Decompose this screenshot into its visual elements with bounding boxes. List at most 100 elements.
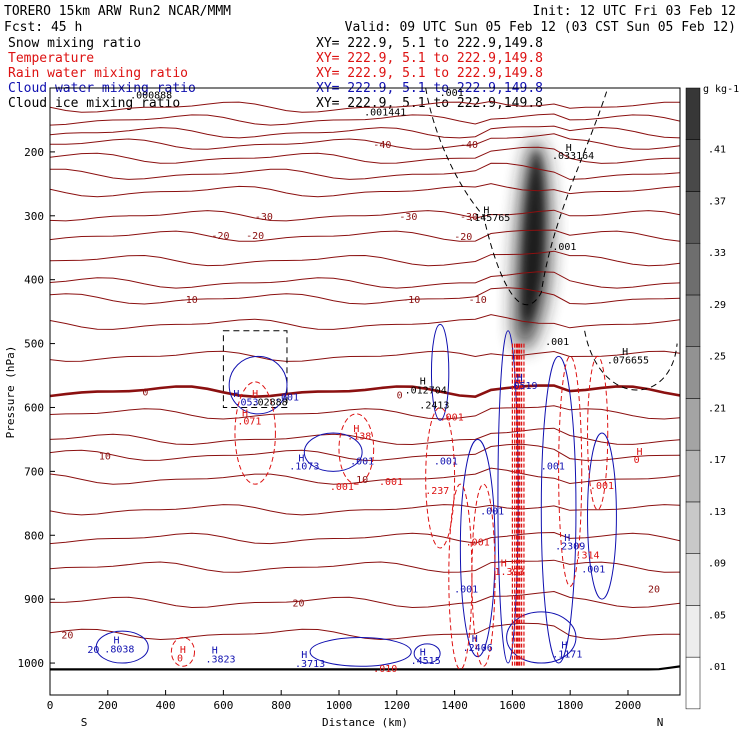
contour-value-label: .001 (275, 393, 299, 404)
legend-snow: Snow mixing ratio (8, 36, 141, 51)
cloud-water-contour (459, 438, 496, 658)
legend: Snow mixing ratio XY= 222.9, 5.1 to 222.… (8, 36, 543, 111)
cloud-water-contour (497, 330, 519, 664)
isotherm-line (50, 531, 680, 545)
colorbar-swatch (685, 87, 701, 140)
cloud-water-contour (587, 432, 617, 600)
colorbar-label: .33 (708, 248, 726, 259)
contour-value-label: .000888 (130, 90, 172, 101)
contour-value-label: .001 (350, 457, 374, 468)
contour-value-label: H (561, 641, 567, 652)
rain-contour (558, 355, 583, 587)
contour-value-label: 0 (634, 455, 640, 466)
contour-value-label: 1.393 (494, 567, 524, 578)
legend-rain-xy: XY= 222.9, 5.1 to 222.9,149.8 (316, 66, 543, 81)
contour-value-label: .138 (347, 432, 371, 443)
colorbar-label: .09 (708, 559, 726, 570)
contour-value-label: H (180, 645, 186, 656)
x-tick-label: 2000 (615, 699, 642, 712)
init-time: Init: 12 UTC Fri 03 Feb 12 (533, 4, 737, 19)
cloud-water-contour (506, 611, 577, 664)
isotherm-line (50, 314, 680, 330)
isotherm-label: -20 (454, 232, 472, 243)
contour-value-label: .010 (373, 664, 397, 675)
contour-value-label: .02888 (252, 398, 288, 409)
cloud-water-contour (430, 323, 450, 421)
isotherm-label: 20 (61, 630, 73, 641)
contour-value-label: H (501, 559, 507, 570)
cloud-water-contour (95, 630, 149, 664)
legend-rain: Rain water mixing ratio (8, 66, 188, 81)
isotherm-line (50, 229, 680, 242)
x-tick-label: 1800 (557, 699, 584, 712)
ground-line (50, 665, 680, 671)
isotherm-label: -10 (180, 295, 198, 306)
colorbar-label: .13 (708, 507, 726, 518)
colorbar-label: .29 (708, 300, 726, 311)
contour-value-label: .3823 (205, 655, 235, 666)
contour-value-label: H (252, 389, 258, 400)
rain-contour (234, 381, 276, 485)
contour-value-label: .237 (425, 486, 449, 497)
rain-contour (170, 636, 195, 667)
contour-value-label: H (564, 533, 570, 544)
cloud-ice-contour (222, 330, 288, 408)
contour-value-label: .1073 (289, 462, 319, 473)
isotherm-label: -40 (460, 140, 478, 151)
isotherm-label: -40 (373, 140, 391, 151)
isotherm-line (50, 250, 680, 267)
isotherm-line (50, 622, 680, 641)
x-axis: 0 200 400 600 800 1000 1200 1400 1600 1800 2000 (47, 690, 642, 712)
rain-contour (587, 355, 609, 511)
contour-value-label: .033164 (552, 151, 594, 162)
contour-value-label: .001 (590, 481, 614, 492)
contour-value-label: .071 (237, 416, 261, 427)
isotherm-label: -30 (399, 212, 417, 223)
isotherm-label: -30 (255, 212, 273, 223)
colorbar-label: .17 (708, 455, 726, 466)
isotherm-label: 0 (142, 388, 148, 399)
contour-value-label: .001 (466, 538, 490, 549)
x-tick-label: 1000 (326, 699, 353, 712)
x-tick-label: 1600 (499, 699, 526, 712)
contour-value-label: 0 (177, 653, 183, 664)
contour-value-label: H (566, 143, 572, 154)
isotherm-line (50, 590, 680, 609)
contour-value-label: .2413 (419, 400, 449, 411)
contour-value-label: H (420, 648, 426, 659)
isotherm-label: -20 (211, 231, 229, 242)
contour-value-label: H (420, 377, 426, 388)
y-tick-label: 1000 (18, 657, 45, 670)
colorbar-swatch (685, 449, 701, 503)
contour-value-label: H (242, 409, 248, 420)
cloud-water-contour (303, 432, 363, 472)
colorbar-swatch (685, 605, 701, 658)
colorbar-swatch (685, 656, 701, 710)
isotherm-line (50, 162, 680, 180)
plot-frame (49, 87, 681, 696)
cloud-water-contour (228, 355, 288, 415)
contour-value-label: H (113, 635, 119, 646)
rain-contour (338, 413, 375, 485)
isotherm-line (50, 405, 680, 420)
cloud-ice-contour (584, 330, 678, 391)
contour-value-label: .1171 (552, 649, 582, 660)
y-tick-label: 600 (24, 401, 44, 414)
figure-title: TORERO 15km ARW Run2 NCAR/MMM (4, 4, 231, 19)
contour-value-label: H (212, 646, 218, 657)
isotherm-line (50, 183, 680, 198)
contour-value-label: 20 (87, 645, 99, 656)
contour-value-label: .053 (234, 398, 258, 409)
colorbar-label: .25 (708, 352, 726, 363)
colorbar-swatch (685, 294, 701, 347)
contour-value-label: .001 (552, 242, 576, 253)
x-tick-label: 1400 (441, 699, 468, 712)
isotherm-line (50, 287, 680, 305)
south-label: S (81, 716, 88, 729)
isotherm-label: -30 (460, 212, 478, 223)
legend-temperature-xy: XY= 222.9, 5.1 to 222.9,149.8 (316, 51, 543, 66)
contour-value-label: .2406 (463, 643, 493, 654)
contour-value-label: H (472, 634, 478, 645)
valid-time: Valid: 09 UTC Sun 05 Feb 12 (03 CST Sun … (345, 20, 736, 35)
